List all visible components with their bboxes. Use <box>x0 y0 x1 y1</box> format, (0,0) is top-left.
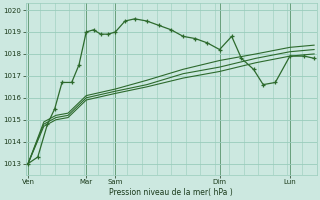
X-axis label: Pression niveau de la mer( hPa ): Pression niveau de la mer( hPa ) <box>109 188 233 197</box>
